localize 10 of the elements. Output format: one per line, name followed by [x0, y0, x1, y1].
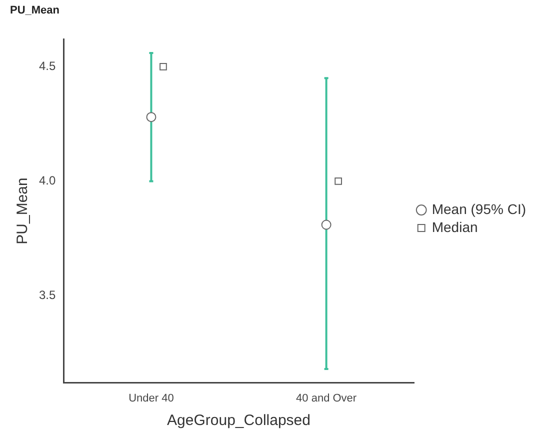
chart-title: PU_Mean — [10, 4, 60, 17]
y-tick-label: 4.5 — [38, 59, 56, 73]
x-axis-title: AgeGroup_Collapsed — [167, 412, 310, 430]
legend-label: Median — [432, 218, 478, 235]
legend-label: Mean (95% CI) — [432, 200, 526, 217]
y-tick-label: 3.5 — [38, 288, 56, 302]
y-axis-title: PU_Mean — [14, 178, 32, 244]
x-tick-label: 40 and Over — [296, 392, 357, 404]
x-tick-label: Under 40 — [128, 392, 174, 404]
y-tick-label: 4.0 — [38, 174, 56, 188]
